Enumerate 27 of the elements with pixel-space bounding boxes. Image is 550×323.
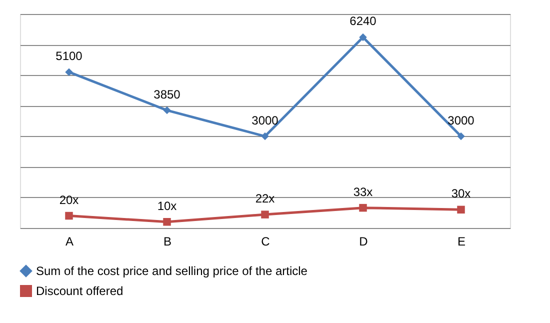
legend-label: Discount offered bbox=[36, 284, 124, 298]
point bbox=[163, 218, 171, 226]
data-label: 33x bbox=[353, 184, 373, 199]
point bbox=[65, 212, 73, 220]
x-tick-label: E bbox=[457, 234, 466, 248]
x-tick-label: A bbox=[65, 234, 74, 248]
point bbox=[457, 132, 465, 140]
point bbox=[359, 204, 367, 212]
point bbox=[457, 206, 465, 214]
point bbox=[163, 106, 171, 114]
data-label: 3000 bbox=[448, 113, 475, 128]
point bbox=[65, 68, 73, 76]
data-label: 5100 bbox=[56, 49, 83, 64]
data-label: 20x bbox=[59, 192, 79, 207]
point bbox=[261, 132, 269, 140]
data-label: 6240 bbox=[350, 14, 377, 28]
data-label: 30x bbox=[451, 186, 471, 201]
x-tick-label: B bbox=[163, 234, 172, 248]
point bbox=[359, 33, 367, 42]
x-tick-label: C bbox=[261, 234, 270, 248]
data-label: 10x bbox=[157, 198, 177, 213]
data-label: 22x bbox=[255, 192, 275, 206]
x-tick-label: D bbox=[359, 234, 368, 248]
point bbox=[261, 210, 269, 218]
legend-label: Sum of the cost price and selling price of the article bbox=[36, 264, 308, 278]
data-label: 3000 bbox=[252, 113, 279, 128]
data-label: 3850 bbox=[154, 87, 181, 102]
